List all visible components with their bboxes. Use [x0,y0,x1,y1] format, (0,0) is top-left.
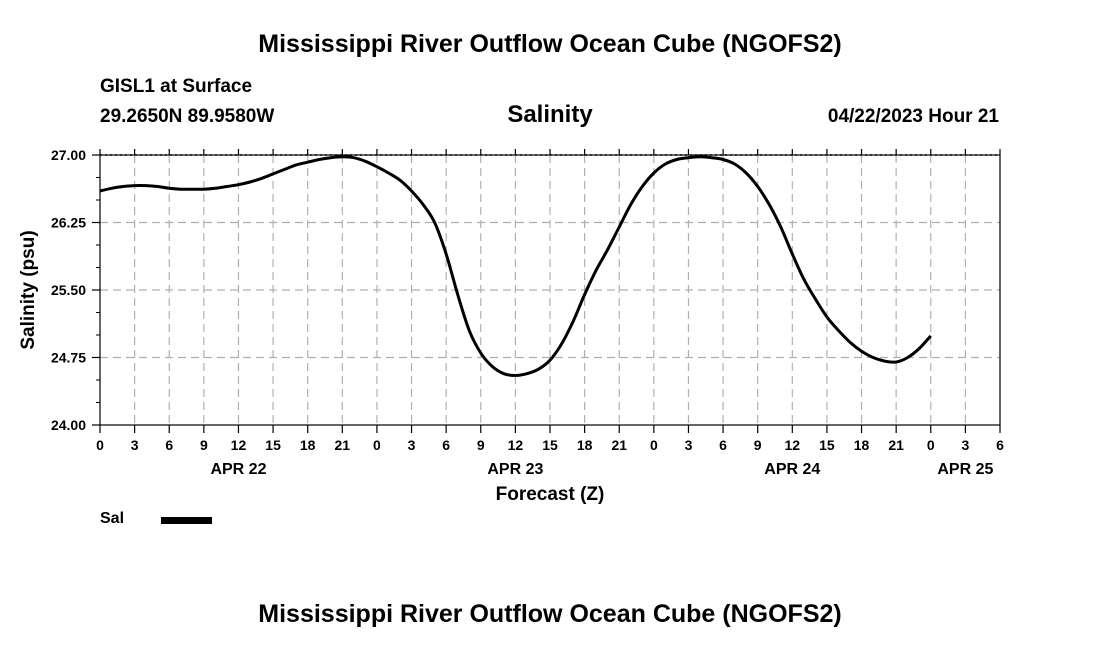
x-tick-label: 6 [442,437,450,453]
x-tick-label: 18 [577,437,593,453]
day-label: APR 24 [764,461,820,478]
y-tick-label: 26.25 [51,215,86,231]
x-tick-label: 0 [373,437,381,453]
x-tick-label: 3 [961,437,969,453]
day-label: APR 22 [210,461,266,478]
x-tick-label: 12 [785,437,801,453]
axes [92,149,1001,433]
x-tick-label: 9 [477,437,485,453]
station-label: GISL1 at Surface [100,76,253,97]
legend-label-sal: Sal [100,510,125,527]
x-tick-label: 15 [542,437,558,453]
x-tick-label: 3 [685,437,693,453]
x-tick-label: 0 [927,437,935,453]
grid [100,154,1000,425]
x-tick-label: 6 [165,437,173,453]
series-layer [99,155,932,377]
x-tick-label: 21 [335,437,351,453]
x-tick-label: 12 [231,437,247,453]
day-label: APR 23 [487,461,543,478]
y-tick-label: 24.00 [51,417,86,433]
day-label: APR 25 [937,461,993,478]
coordinates-label: 29.2650N 89.9580W [100,106,275,127]
y-tick-label: 25.50 [51,282,86,298]
x-tick-label: 18 [854,437,870,453]
salinity-series-line [99,155,932,377]
y-tick-label: 27.00 [51,147,86,163]
x-tick-label: 3 [131,437,139,453]
y-axis-title: Salinity (psu) [18,230,39,349]
x-tick-label: 15 [265,437,281,453]
x-tick-label: 18 [300,437,316,453]
x-tick-label: 21 [611,437,627,453]
plot-frame [99,154,1001,426]
x-tick-label: 6 [996,437,1004,453]
x-tick-label: 15 [819,437,835,453]
x-tick-label: 0 [96,437,104,453]
chart-title: Salinity [507,101,593,128]
forecast-datetime: 04/22/2023 Hour 21 [827,106,999,127]
x-tick-label: 9 [200,437,208,453]
footer-title: Mississippi River Outflow Ocean Cube (NG… [258,600,842,628]
x-tick-label: 21 [888,437,904,453]
x-tick-label: 9 [754,437,762,453]
main-title: Mississippi River Outflow Ocean Cube (NG… [258,30,842,58]
x-tick-label: 0 [650,437,658,453]
legend-swatch-sal [161,517,212,524]
x-tick-label: 3 [408,437,416,453]
y-tick-label: 24.75 [51,350,86,366]
x-axis-title: Forecast (Z) [496,484,605,505]
x-tick-label: 12 [508,437,524,453]
axis-labels: 24.00 24.75 25.50 26.25 27.00 0 3 6 9 12 15 18 21 0 3 6… [51,147,1004,478]
x-tick-label: 6 [719,437,727,453]
